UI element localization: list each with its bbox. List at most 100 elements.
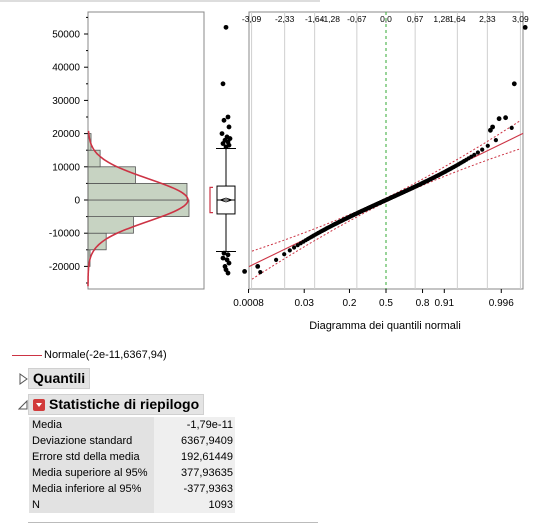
stats-label: Media inferiore al 95%	[29, 481, 154, 497]
stats-label: Media	[29, 417, 154, 433]
box-outlier-point	[225, 114, 231, 120]
box-shortest-half-bracket	[209, 186, 213, 214]
qq-top-tick-label: -2,33	[275, 14, 295, 24]
stats-value: -377,9363	[154, 481, 235, 497]
y-tick-label: -20000	[49, 262, 81, 273]
qq-point	[475, 150, 480, 155]
stats-value: 6367,9409	[154, 433, 235, 449]
stats-row: Media -1,79e-11	[29, 417, 235, 433]
qq-top-tick-label: -1,28	[321, 14, 341, 24]
box-outlier-point	[219, 131, 225, 137]
qq-bottom-tick-label: 0.8	[416, 298, 430, 309]
qq-point	[511, 81, 517, 87]
qq-point	[496, 116, 502, 122]
qq-point	[242, 269, 248, 274]
qq-top-tick-label: 1,64	[449, 14, 466, 24]
qq-x-axis-label: Diagramma dei quantili normali	[309, 320, 461, 332]
qq-point	[287, 248, 292, 253]
qq-point	[493, 138, 498, 143]
stats-value: 192,61449	[154, 449, 235, 465]
stats-value: -1,79e-11	[154, 417, 235, 433]
box-outlier-point	[225, 252, 231, 258]
quantili-section-header[interactable]: Quantili	[18, 368, 91, 389]
normal-density-curve	[87, 130, 189, 287]
box-outlier-point	[220, 81, 226, 87]
qq-point	[490, 124, 495, 130]
box-outlier-point	[220, 255, 226, 261]
qq-top-tick-label: 3,09	[512, 14, 529, 24]
histogram-bar	[87, 199, 190, 218]
bottom-divider	[28, 522, 318, 523]
y-tick-label: 0	[74, 196, 80, 207]
qq-top-tick-label: -0,67	[347, 14, 367, 24]
stats-label: Deviazione standard	[29, 433, 154, 449]
qq-point	[480, 147, 485, 152]
qq-top-tick-label: -3,09	[242, 14, 262, 24]
box-outlier-point	[221, 117, 227, 123]
legend-label: Normale(-2e-11,6367,94)	[44, 349, 167, 361]
distribution-chart-svg: 50000 40000 30000 20000 10000 0 -10000 -20000 -3…	[0, 0, 529, 309]
qq-bottom-tick-label: 0.0008	[233, 298, 264, 309]
histogram-bar	[87, 149, 101, 168]
histogram-bar	[87, 182, 188, 201]
qq-top-tick-label: 1,28	[433, 14, 450, 24]
box-outlier-point	[226, 124, 232, 130]
summary-statistics-table: Media -1,79e-11 Deviazione standard 6367,94…	[29, 417, 235, 513]
stats-label: N	[29, 497, 154, 513]
qq-point	[295, 243, 300, 248]
stats-row: Deviazione standard 6367,9409	[29, 433, 235, 449]
legend: Normale(-2e-11,6367,94)	[12, 348, 167, 362]
stats-row: Errore std della media 192,61449	[29, 449, 235, 465]
box-outlier-point	[225, 270, 231, 276]
qq-bottom-tick-label: 0.03	[294, 298, 314, 309]
qq-point	[509, 125, 514, 130]
y-tick-label: -10000	[49, 229, 81, 240]
box-outlier-point	[220, 141, 226, 146]
statistiche-title-box[interactable]: Statistiche di riepilogo	[28, 394, 205, 415]
stats-row: Media inferiore al 95% -377,9363	[29, 481, 235, 497]
y-tick-label: 10000	[52, 162, 80, 173]
qq-point	[485, 143, 490, 148]
stats-row: Media superiore al 95% 377,93635	[29, 465, 235, 481]
qq-point	[282, 252, 287, 257]
qq-point	[274, 257, 279, 262]
y-tick-label: 30000	[52, 96, 80, 107]
y-tick-label: 40000	[52, 63, 80, 74]
stats-value: 1093	[154, 497, 235, 513]
histogram-bar	[87, 216, 134, 234]
qq-top-tick-label: 2,33	[479, 14, 496, 24]
box-mean-diamond	[218, 197, 234, 203]
statistiche-title: Statistiche di riepilogo	[49, 396, 200, 412]
statistiche-section-header[interactable]: Statistiche di riepilogo	[18, 394, 205, 415]
legend-line-swatch	[12, 354, 42, 356]
stats-label: Errore std della media	[29, 449, 154, 465]
qq-point	[503, 115, 508, 121]
red-triangle-menu-icon[interactable]	[33, 398, 45, 411]
disclosure-expanded-icon[interactable]	[18, 399, 28, 411]
stats-value: 377,93635	[154, 465, 235, 481]
qq-point	[255, 264, 261, 269]
quantili-title[interactable]: Quantili	[28, 368, 91, 389]
qq-point	[292, 245, 297, 250]
histogram-bar	[87, 166, 136, 184]
qq-point	[258, 270, 263, 275]
box-outlier-point	[223, 144, 229, 150]
box-outlier-point	[223, 24, 229, 30]
qq-point	[469, 154, 474, 159]
distribution-plot: 50000 40000 30000 20000 10000 0 -10000 -20000 -3…	[0, 0, 529, 309]
qq-top-tick-label: 0,0	[380, 14, 392, 24]
qq-top-tick-label: -1,64	[305, 14, 325, 24]
qq-confidence-band-lower	[251, 148, 521, 280]
y-tick-label: 50000	[52, 30, 80, 41]
disclosure-collapsed-icon[interactable]	[18, 372, 28, 385]
stats-label: Media superiore al 95%	[29, 465, 154, 481]
box-outlier-point	[226, 260, 232, 266]
box-outlier-point	[221, 250, 227, 256]
qq-point	[522, 25, 528, 30]
qq-bottom-tick-label: 0.91	[435, 298, 455, 309]
qq-bottom-tick-label: 0.996	[489, 298, 514, 309]
qq-point	[472, 152, 477, 157]
qq-bottom-tick-label: 0.5	[379, 298, 393, 309]
qq-top-tick-label: 0,67	[407, 14, 424, 24]
qq-bottom-tick-label: 0.2	[343, 298, 357, 309]
